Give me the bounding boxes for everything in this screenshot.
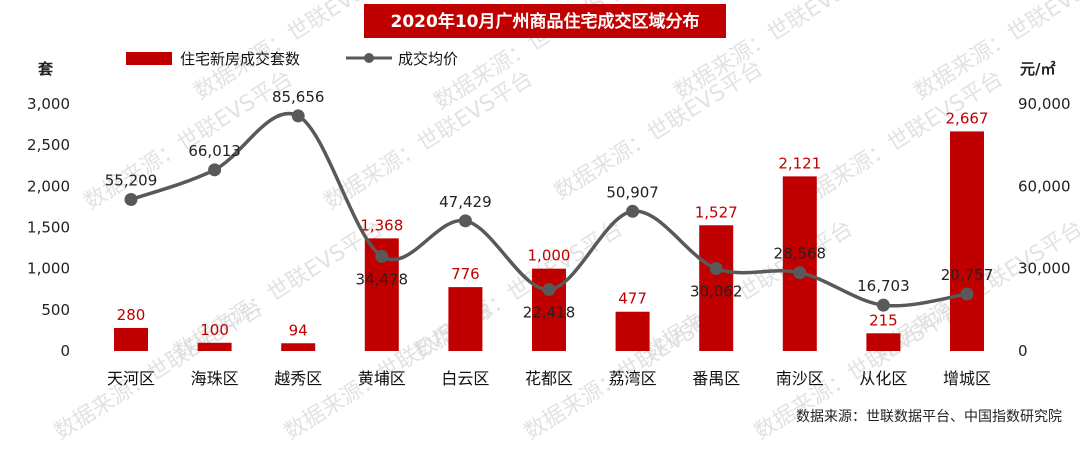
category-label: 从化区 [859, 369, 907, 388]
bar-value-label: 100 [200, 321, 229, 339]
right-axis-unit: 元/㎡ [1020, 60, 1055, 78]
category-labels: 天河区 海珠区 越秀区 黄埔区 白云区 花都区 荔湾区 番禺区 南沙区 从化区 增城区 [107, 369, 991, 388]
category-label: 天河区 [107, 369, 155, 388]
price-points [124, 109, 974, 312]
left-tick-label: 0 [60, 342, 70, 360]
price-point [375, 249, 389, 263]
right-tick-label: 90,000 [1018, 95, 1071, 113]
price-point [960, 287, 974, 301]
price-value-label: 66,013 [188, 142, 241, 160]
chart-title: 2020年10月广州商品住宅成交区域分布 [391, 11, 700, 32]
watermark-text: 数据来源：世联EVS平台 [320, 66, 538, 215]
price-value-label: 20,757 [941, 266, 994, 284]
bar-value-label: 280 [117, 306, 146, 324]
bar-value-label: 2,667 [946, 109, 989, 127]
bar-value-label: 1,000 [528, 247, 571, 265]
left-axis-ticks: 0 500 1,000 1,500 2,000 2,500 3,000 [27, 95, 70, 360]
bar [950, 131, 984, 351]
left-axis-unit: 套 [37, 60, 54, 78]
bar [281, 343, 316, 351]
price-point [208, 163, 222, 177]
watermark-text: 数据来源：世联EVS平台 [640, 216, 858, 365]
price-point [626, 204, 640, 218]
category-label: 海珠区 [191, 369, 239, 388]
bar [114, 327, 148, 351]
category-label: 越秀区 [274, 369, 322, 388]
bar-value-label: 215 [869, 311, 898, 329]
category-label: 荔湾区 [609, 369, 657, 388]
category-label: 花都区 [525, 369, 573, 388]
price-value-label: 47,429 [439, 193, 492, 211]
watermark-text: 数据来源：世联EVS平台 [410, 216, 628, 365]
right-tick-label: 60,000 [1018, 177, 1071, 195]
category-label: 黄埔区 [358, 369, 406, 388]
price-value-label: 55,209 [105, 171, 158, 189]
price-point [709, 261, 723, 275]
bar-value-label: 1,527 [695, 203, 738, 221]
left-tick-label: 2,500 [27, 136, 70, 154]
bar-value-label: 94 [289, 321, 308, 339]
price-value-label: 30,062 [690, 282, 743, 300]
price-value-label: 34,478 [356, 270, 409, 288]
bar [448, 287, 483, 351]
legend-line-label: 成交均价 [398, 50, 458, 68]
price-point [876, 298, 890, 312]
legend-bar-label: 住宅新房成交套数 [180, 50, 300, 68]
legend-bar-swatch [126, 52, 172, 65]
bar [532, 268, 566, 351]
left-tick-label: 500 [41, 301, 70, 319]
price-value-label: 22,418 [523, 303, 576, 321]
bar-series [114, 131, 984, 351]
left-tick-label: 3,000 [27, 95, 70, 113]
left-tick-label: 1,000 [27, 260, 70, 278]
legend: 住宅新房成交套数 成交均价 [126, 50, 458, 68]
category-label: 南沙区 [776, 369, 824, 388]
right-tick-label: 30,000 [1018, 260, 1071, 278]
bar-value-labels: 280 100 94 1,368 776 1,000 477 1,527 2,121 215 2,6… [117, 109, 989, 339]
category-label: 白云区 [441, 369, 489, 388]
title-band [364, 4, 726, 38]
left-tick-label: 1,500 [27, 219, 70, 237]
bar [197, 342, 232, 351]
price-value-label: 28,568 [774, 245, 827, 263]
bar-value-label: 477 [618, 290, 647, 308]
price-point [124, 192, 138, 206]
watermark-text: 数据来源：世联EVS平台 [170, 216, 388, 365]
price-point [793, 266, 807, 280]
bar-value-label: 776 [451, 265, 480, 283]
price-line [130, 111, 968, 308]
source-note: 数据来源：世联数据平台、中国指数研究院 [796, 409, 1062, 425]
bar-value-label: 1,368 [360, 216, 403, 234]
price-value-label: 16,703 [857, 277, 910, 295]
category-label: 番禺区 [692, 369, 740, 388]
bar [699, 225, 734, 351]
bar-value-label: 2,121 [778, 154, 821, 172]
bar [866, 333, 901, 351]
right-tick-label: 0 [1018, 342, 1028, 360]
right-axis-ticks: 0 30,000 60,000 90,000 [1018, 95, 1071, 360]
legend-line-marker [364, 53, 374, 63]
price-point [291, 109, 305, 123]
bar [615, 311, 650, 351]
price-value-label: 85,656 [272, 88, 325, 106]
bar [782, 176, 817, 351]
price-point [458, 214, 472, 228]
price-value-labels: 55,209 66,013 85,656 34,478 47,429 22,418 50,9… [105, 88, 994, 322]
price-value-label: 50,907 [606, 183, 659, 201]
watermark-text: 数据来源：世联EVS平台 [80, 66, 298, 215]
price-point [542, 282, 556, 296]
left-tick-label: 2,000 [27, 177, 70, 195]
category-label: 增城区 [943, 369, 991, 388]
